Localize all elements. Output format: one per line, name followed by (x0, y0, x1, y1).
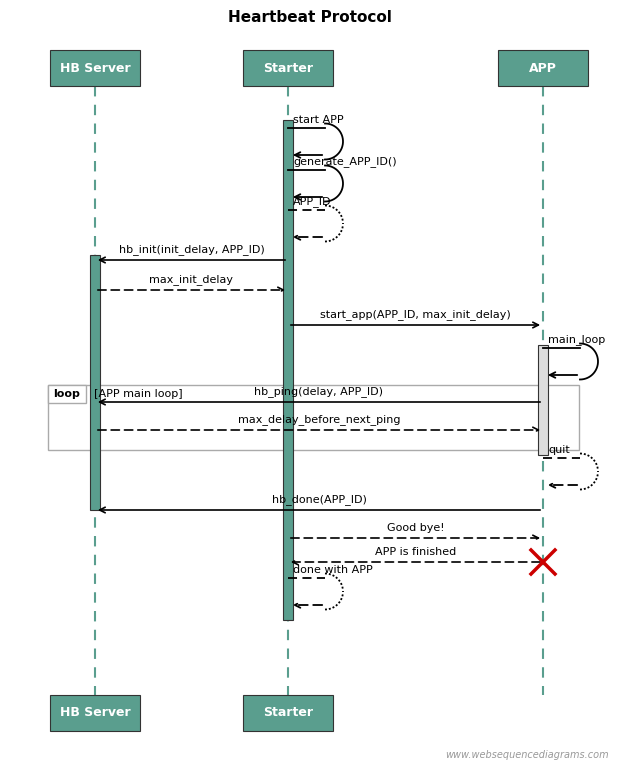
Text: APP: APP (529, 62, 557, 75)
Text: done with APP: done with APP (293, 565, 373, 575)
Text: max_init_delay: max_init_delay (150, 274, 233, 285)
Text: start APP: start APP (293, 115, 344, 125)
Text: generate_APP_ID(): generate_APP_ID() (293, 156, 397, 167)
FancyBboxPatch shape (538, 345, 548, 455)
Text: APP_ID: APP_ID (293, 196, 332, 207)
Text: start_app(APP_ID, max_init_delay): start_app(APP_ID, max_init_delay) (320, 309, 511, 320)
Text: Good bye!: Good bye! (387, 523, 444, 533)
Text: Heartbeat Protocol: Heartbeat Protocol (228, 11, 391, 25)
Text: hb_ping(delay, APP_ID): hb_ping(delay, APP_ID) (254, 386, 384, 397)
FancyBboxPatch shape (243, 695, 333, 731)
FancyBboxPatch shape (283, 120, 293, 620)
FancyBboxPatch shape (90, 255, 100, 510)
Text: Starter: Starter (263, 62, 313, 75)
Text: loop: loop (54, 389, 80, 399)
Text: hb_done(APP_ID): hb_done(APP_ID) (272, 494, 366, 505)
Text: [APP main loop]: [APP main loop] (94, 389, 183, 399)
Text: quit: quit (548, 445, 569, 455)
Text: www.websequencediagrams.com: www.websequencediagrams.com (446, 750, 609, 760)
Text: APP is finished: APP is finished (375, 547, 456, 557)
Text: main_loop: main_loop (548, 334, 605, 345)
Text: HB Server: HB Server (59, 706, 131, 720)
FancyBboxPatch shape (243, 50, 333, 86)
Text: Starter: Starter (263, 706, 313, 720)
Text: max_delay_before_next_ping: max_delay_before_next_ping (238, 414, 400, 425)
Text: hb_init(init_delay, APP_ID): hb_init(init_delay, APP_ID) (119, 244, 264, 255)
FancyBboxPatch shape (50, 695, 140, 731)
Text: HB Server: HB Server (59, 62, 131, 75)
FancyBboxPatch shape (498, 50, 588, 86)
FancyBboxPatch shape (48, 385, 86, 403)
FancyBboxPatch shape (50, 50, 140, 86)
